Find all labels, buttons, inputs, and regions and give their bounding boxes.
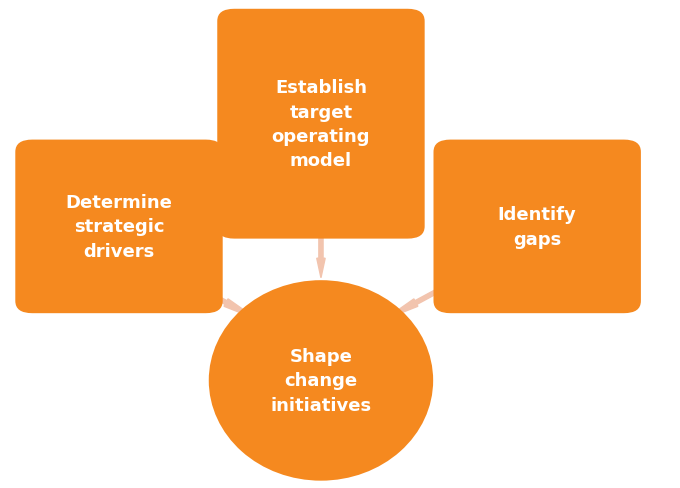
Text: Identify
gaps: Identify gaps (498, 206, 577, 248)
Text: Determine
strategic
drivers: Determine strategic drivers (65, 194, 173, 260)
Polygon shape (317, 227, 325, 278)
FancyBboxPatch shape (217, 10, 424, 239)
Polygon shape (175, 274, 257, 320)
FancyBboxPatch shape (434, 141, 641, 313)
Polygon shape (385, 274, 467, 320)
Ellipse shape (209, 281, 433, 481)
Text: Establish
target
operating
model: Establish target operating model (272, 79, 370, 170)
FancyBboxPatch shape (15, 141, 222, 313)
Text: Shape
change
initiatives: Shape change initiatives (271, 347, 371, 414)
